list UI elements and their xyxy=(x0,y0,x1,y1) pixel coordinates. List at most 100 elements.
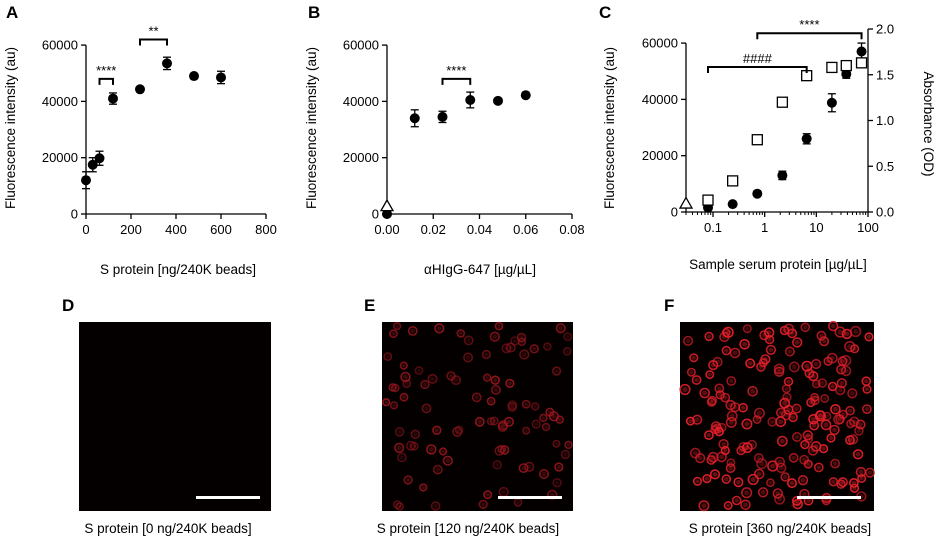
chart-a: Fluorescence intensity (au) S protein [n… xyxy=(3,23,277,277)
chart-a-x-tick-label: 200 xyxy=(120,222,142,237)
chart-a-beads-point xyxy=(135,84,145,95)
bead-e-core xyxy=(421,485,426,490)
bead-e-core xyxy=(397,429,402,434)
bead-f xyxy=(830,403,841,415)
bead-e-core xyxy=(422,382,427,387)
bead-f-core xyxy=(847,437,853,443)
bead-e xyxy=(524,461,535,473)
bead-e-core xyxy=(500,424,505,430)
bead-f xyxy=(836,364,847,375)
bead-f xyxy=(835,385,846,396)
bead-e-core xyxy=(555,480,560,485)
bead-e-core xyxy=(484,352,489,357)
bead-e xyxy=(555,415,564,424)
bead-f xyxy=(752,415,762,424)
bead-f-core xyxy=(818,413,823,418)
bead-e xyxy=(420,379,430,390)
chart-c-absorbance-point xyxy=(855,57,868,69)
bead-e xyxy=(498,420,509,431)
bead-f-core xyxy=(689,370,694,375)
bead-e-core xyxy=(493,387,499,393)
bead-f xyxy=(726,458,736,467)
bead-e xyxy=(560,449,571,460)
bead-e xyxy=(489,416,499,426)
bead-e xyxy=(394,426,405,437)
bead-f-core xyxy=(794,434,800,440)
bead-e xyxy=(439,447,448,456)
bead-e xyxy=(507,402,517,412)
chart-c-y2-tick-label: 1.5 xyxy=(876,67,894,82)
bead-e-core xyxy=(541,416,546,420)
micrograph-f xyxy=(679,320,875,512)
bead-f-core xyxy=(847,408,853,413)
bead-f-core xyxy=(822,396,827,401)
chart-b-y-tick-label: 40000 xyxy=(343,94,379,109)
bead-e xyxy=(538,468,549,479)
chart-c-y-tick-label: 40000 xyxy=(642,92,678,107)
bead-f-core xyxy=(823,422,829,428)
chart-b-x-tick-label: 0.02 xyxy=(421,222,446,237)
bead-e-core xyxy=(455,429,460,435)
bead-e-core xyxy=(413,432,418,437)
bead-f xyxy=(691,375,702,385)
bead-f-core xyxy=(729,378,734,384)
chart-a-y-tick-label: 0 xyxy=(71,207,78,222)
bead-f xyxy=(753,453,764,463)
bead-f-core xyxy=(778,419,784,425)
bead-f-core xyxy=(706,432,712,438)
bead-e xyxy=(552,478,562,488)
bead-f xyxy=(705,370,715,380)
chart-a-y-tick-label: 40000 xyxy=(42,94,78,109)
bead-e xyxy=(389,401,399,410)
bead-f xyxy=(809,420,820,431)
bead-f xyxy=(822,411,832,421)
chart-a-beads-point xyxy=(81,175,91,186)
bead-f-core xyxy=(791,364,797,370)
bead-f-core xyxy=(853,328,859,335)
bead-f-core xyxy=(756,410,763,416)
bead-f-core xyxy=(830,384,835,389)
bead-f-core xyxy=(759,461,765,467)
bead-f xyxy=(766,478,775,488)
bead-f-core xyxy=(695,479,700,484)
bead-f xyxy=(800,322,811,333)
chart-a-y-tick-label: 60000 xyxy=(42,38,78,53)
chart-b-y-tick-label: 0 xyxy=(372,207,379,222)
bead-f xyxy=(731,495,742,506)
bead-f-core xyxy=(688,419,693,424)
bead-e-core xyxy=(412,444,417,449)
bead-e xyxy=(492,460,502,470)
bead-e-core xyxy=(557,417,562,422)
chart-c-fluorescence-point xyxy=(752,188,763,199)
bead-f-core xyxy=(779,438,785,444)
chart-a-beads-point xyxy=(87,159,98,170)
bead-f xyxy=(767,460,779,472)
bead-f-core xyxy=(828,435,834,441)
bead-e-core xyxy=(391,331,396,336)
bead-e xyxy=(539,413,548,423)
bead-e-core xyxy=(481,502,486,507)
bead-f xyxy=(725,399,736,411)
bead-f-core xyxy=(794,406,799,411)
bead-e-core xyxy=(402,363,406,368)
bead-e-core xyxy=(393,386,398,390)
bead-f xyxy=(849,483,860,493)
bead-e-core xyxy=(493,378,498,383)
bead-f xyxy=(682,335,694,347)
chart-c-absorbance-point xyxy=(776,96,789,108)
bead-f-core xyxy=(723,448,728,453)
chart-c-y-tick-label: 60000 xyxy=(642,36,678,51)
bead-e xyxy=(486,417,496,426)
bead-e xyxy=(409,441,419,451)
bead-e xyxy=(407,325,418,336)
bead-e-core xyxy=(433,503,438,509)
bead-f-core xyxy=(702,390,708,396)
bead-f-core xyxy=(750,476,756,483)
bead-e-core xyxy=(497,324,501,328)
bead-e xyxy=(541,422,551,432)
bead-f-core xyxy=(736,479,741,485)
chart-c-fluorescence-point xyxy=(777,170,788,181)
bead-f-core xyxy=(787,349,793,354)
bead-f-core xyxy=(864,379,869,384)
bead-f xyxy=(747,473,759,486)
